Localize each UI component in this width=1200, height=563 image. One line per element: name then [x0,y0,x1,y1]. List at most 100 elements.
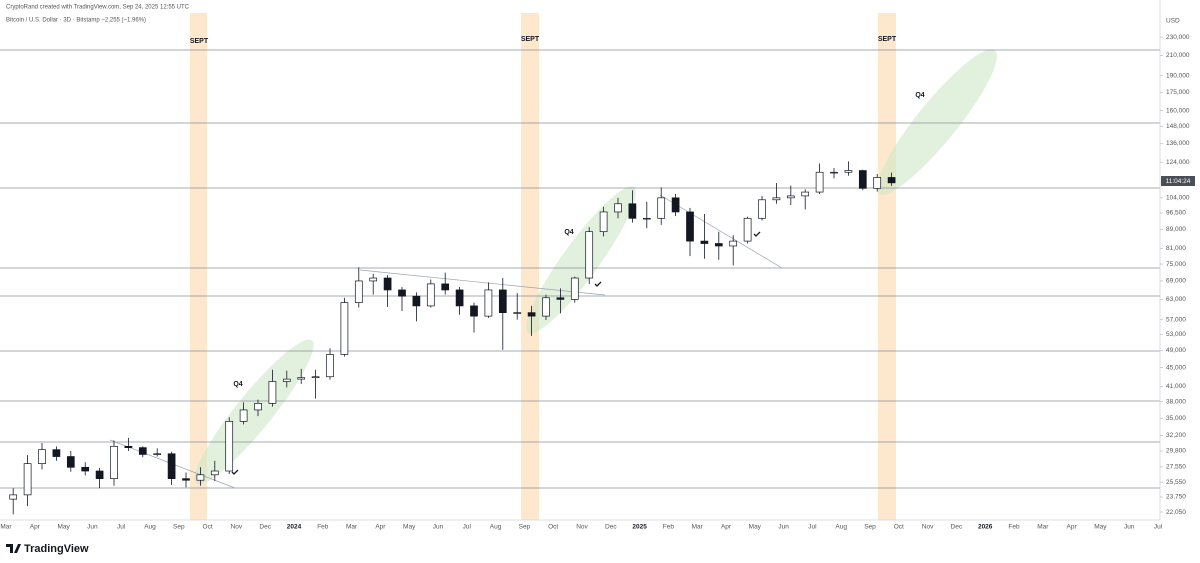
candle-body [239,409,248,422]
candle-body [81,466,90,472]
candle-body [182,478,190,481]
candle-body [585,231,594,279]
candle-body [138,447,147,455]
y-tick-label: 175,000 [1166,89,1190,96]
candle-body [124,445,133,449]
candle-body [354,280,363,303]
symbol-info: Bitcoin / U.S. Dollar · 3D · Bitstamp −2… [6,18,146,24]
candle-body [758,199,766,219]
candle-body [66,456,75,468]
candle-body [786,195,795,199]
q4-ellipse [194,339,314,485]
x-tick-label: Jun [778,524,789,531]
x-tick-label: Jul [808,524,817,531]
logo-icon [6,544,21,553]
candle-body [570,277,579,300]
candle-body [441,283,450,291]
sept-label: SEPT [521,36,540,43]
x-tick-label: Jul [1154,524,1163,531]
candle-body [95,470,104,480]
y-tick-label: 104,000 [1166,195,1190,202]
x-tick-label: May [1094,524,1107,531]
y-tick-label: 81,000 [1166,245,1186,252]
x-tick-label: Nov [231,524,243,531]
x-tick-label: Jun [433,524,444,531]
y-tick-label: 23,750 [1166,494,1186,501]
q4-label: Q4 [233,381,242,388]
y-tick-label: 49,000 [1166,347,1186,354]
sept-label: SEPT [878,36,897,43]
candle-body [858,170,867,189]
x-tick-label: Oct [203,524,213,531]
x-tick-label: Feb [1008,524,1020,531]
candle-body [498,289,507,314]
logo: TradingView [6,543,89,555]
candle-body [412,295,421,307]
x-tick-label: Apr [721,524,732,531]
candle-body [642,217,651,220]
x-tick-label: Oct [548,524,558,531]
x-tick-label: Mar [1037,524,1049,531]
x-tick-label: Sep [864,524,876,531]
sept-bands [190,13,896,520]
y-tick-label: 136,000 [1166,140,1190,147]
candle-body [398,289,406,297]
logo-text: TradingView [24,543,89,555]
candle-body [153,453,162,455]
sept-band [190,13,207,520]
trend-line [359,269,606,296]
candle-body [772,197,781,201]
y-tick-label: 230,000 [1166,34,1190,41]
y-tick-label: 69,000 [1166,278,1186,285]
countdown-tag [1161,176,1195,186]
x-tick-label: Jul [117,524,126,531]
candle-body [311,376,320,379]
y-tick-label: 89,000 [1166,226,1186,233]
x-tick-label: Nov [576,524,588,531]
x-tick-label: Jun [87,524,98,531]
x-tick-label: Sep [519,524,531,531]
candle-body [383,277,392,291]
checkmarks [231,231,761,475]
sept-band [521,13,539,520]
x-tick-label: May [749,524,762,531]
candle-body [657,197,666,219]
candle-body [714,243,723,247]
x-tick-label: Sep [173,524,185,531]
candle-body [455,289,464,307]
y-tick-label: 41,000 [1166,383,1186,390]
checkmark [231,469,239,475]
y-tick-label: 148,000 [1166,123,1190,130]
candle-body [700,240,709,244]
x-tick-label: 2024 [287,524,302,531]
x-tick-label: Oct [894,524,904,531]
y-tick-label: 75,000 [1166,261,1186,268]
candle-body [815,171,824,193]
candle-body [513,312,522,314]
candle-body [254,403,262,411]
candle-body [340,302,349,355]
x-tick-label: Feb [317,524,329,531]
x-tick-label: Jun [1124,524,1135,531]
x-tick-label: 2025 [632,524,647,531]
candle-body [801,191,810,197]
candle-body [844,170,853,173]
checkmark [753,231,761,237]
candle-body [614,203,622,213]
x-tick-label: Jul [463,524,472,531]
credit: CryptoRand created with TradingView.com,… [6,5,190,11]
q4-ellipse [877,49,997,195]
countdown: 11:04:24 [1166,178,1191,185]
candle-body [628,203,637,219]
candle-body [196,474,205,481]
candle-body [873,177,882,189]
candle-body [542,297,550,317]
y-tick-label: 190,000 [1166,72,1190,79]
candle-body [426,283,435,307]
candle-body [9,494,18,500]
x-tick-label: Dec [951,524,963,531]
candle-body [297,377,306,380]
q4-label: Q4 [915,92,924,99]
